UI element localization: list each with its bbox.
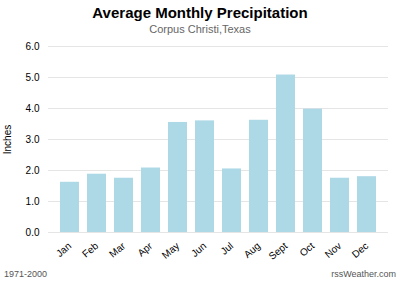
html-text:Average Monthly Precipitation: Average Monthly Precipitation <box>92 4 308 21</box>
svg-text:Apr: Apr <box>135 240 155 259</box>
svg-text:Sept: Sept <box>267 240 290 262</box>
svg-text:Jan: Jan <box>54 240 73 259</box>
svg-text:Nov: Nov <box>323 240 344 260</box>
svg-text:6.0: 6.0 <box>26 41 40 52</box>
svg-text:Oct: Oct <box>297 240 316 259</box>
svg-text:Dec: Dec <box>350 240 371 260</box>
html-text:1971-2000: 1971-2000 <box>4 269 47 279</box>
svg-text:Inches: Inches <box>2 125 13 154</box>
svg-text:Jul: Jul <box>218 240 235 257</box>
svg-text:Jun: Jun <box>189 240 208 259</box>
html-text:Corpus Christi,Texas: Corpus Christi,Texas <box>149 23 251 35</box>
svg-text:May: May <box>160 240 182 261</box>
svg-text:0.0: 0.0 <box>26 227 40 238</box>
svg-text:Mar: Mar <box>107 240 128 260</box>
svg-text:4.0: 4.0 <box>26 103 40 114</box>
svg-text:Aug: Aug <box>242 240 263 260</box>
svg-text:2.0: 2.0 <box>26 165 40 176</box>
svg-text:Feb: Feb <box>80 240 101 260</box>
svg-text:5.0: 5.0 <box>26 72 40 83</box>
svg-text:3.0: 3.0 <box>26 134 40 145</box>
html-text:rssWeather.com: rssWeather.com <box>331 269 396 279</box>
svg-text:1.0: 1.0 <box>26 196 40 207</box>
